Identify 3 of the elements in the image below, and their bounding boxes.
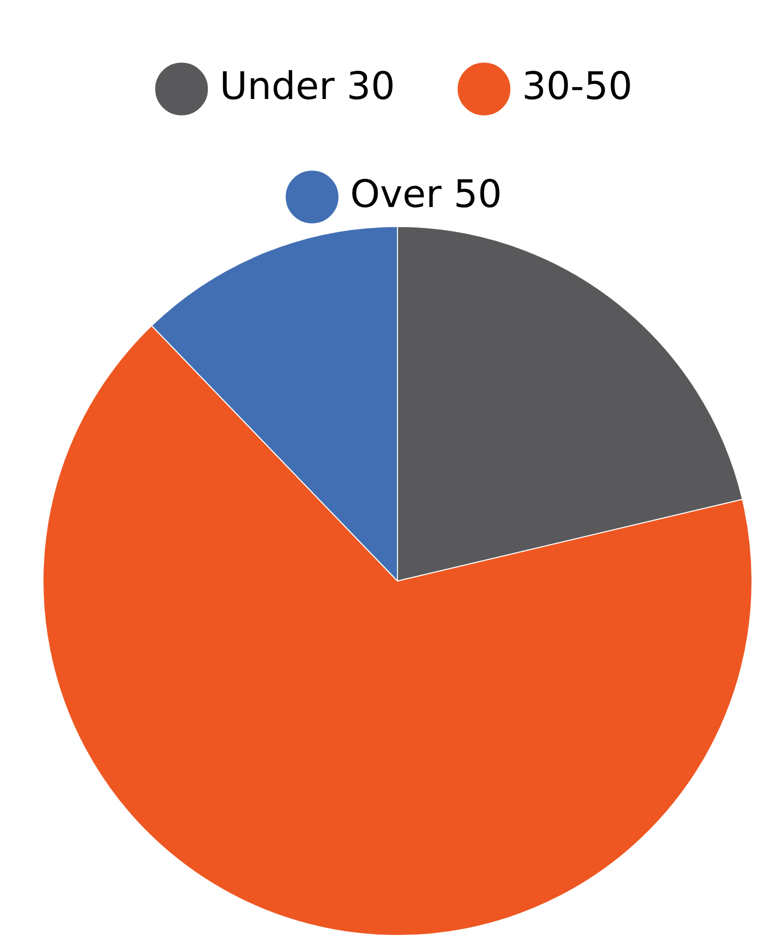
legend-label: 30-50 xyxy=(522,64,632,108)
legend-label: Under 30 xyxy=(220,64,396,108)
legend-label: Over 50 xyxy=(350,172,502,216)
